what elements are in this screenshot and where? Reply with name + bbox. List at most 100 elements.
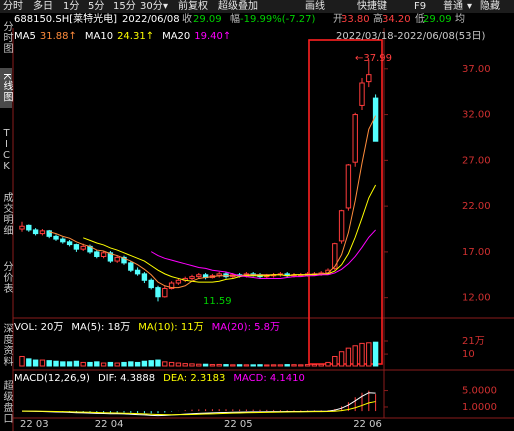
y-tick-label: 22.00 — [462, 201, 491, 212]
volume-bar — [250, 364, 256, 367]
toolbar-button[interactable]: 1分 — [63, 1, 80, 12]
toolbar-button[interactable]: 画线 — [305, 1, 325, 12]
quote-label: 幅 — [230, 14, 240, 25]
ma-line — [49, 115, 377, 289]
y-tick-label: 5.0000 — [462, 386, 497, 397]
volume-bar — [325, 361, 331, 367]
volume-bar — [162, 361, 168, 367]
volume-bar — [66, 361, 73, 367]
legend-name: MA10 — [85, 31, 113, 42]
volume-bar — [100, 362, 107, 367]
x-tick-label: 22 05 — [224, 419, 253, 430]
sidebar-tab[interactable]: TICK — [1, 128, 12, 172]
volume-bar — [298, 364, 304, 367]
volume-bar — [175, 362, 182, 367]
ma-line — [150, 229, 376, 279]
sidebar-tab[interactable]: 分价表 — [1, 260, 12, 294]
candle-body — [26, 224, 32, 231]
candle-body — [196, 274, 202, 278]
sidebar-tab[interactable]: K线图 — [0, 68, 12, 108]
legend-name: MA5 — [14, 31, 36, 42]
volume-bar — [236, 364, 243, 367]
volume-bar — [209, 364, 216, 367]
toolbar-button[interactable]: ▾ — [467, 1, 473, 12]
candle-body — [94, 251, 100, 257]
sidebar-tab[interactable]: 深度资料 — [1, 323, 12, 367]
macd-line — [21, 401, 376, 416]
volume-bar — [87, 361, 93, 367]
volume-bar — [202, 363, 209, 367]
volume-bar — [311, 363, 318, 367]
candle-body — [100, 252, 107, 257]
toolbar-button[interactable]: F9 — [414, 1, 427, 12]
toolbar-button[interactable]: 前复权 — [178, 1, 208, 12]
volume-bar — [216, 363, 222, 367]
volume-bar — [277, 364, 284, 367]
volume-bar — [46, 360, 52, 367]
toolbar-button[interactable]: 15分 — [113, 1, 136, 12]
candle-body — [162, 288, 168, 298]
candle-body — [46, 230, 52, 237]
volume-bar — [53, 360, 59, 367]
quote-label: 高 — [373, 14, 383, 25]
candle-body — [39, 230, 46, 235]
x-tick-label: 22 03 — [20, 419, 49, 430]
toolbar-button[interactable]: 普通 — [443, 1, 463, 12]
toolbar-button[interactable]: 隐藏 — [480, 1, 500, 12]
x-tick-label: 22 06 — [353, 419, 382, 430]
quote-value: 34.20 — [382, 14, 411, 25]
candle-body — [148, 279, 154, 289]
legend-text: MA(10): 11万 — [138, 322, 203, 333]
volume-bar — [338, 351, 345, 367]
quote-value: 29.09 — [423, 14, 452, 25]
candle-body — [121, 256, 127, 264]
volume-bar — [257, 364, 263, 367]
volume-bar — [121, 361, 127, 367]
stock-code: 688150.SH[莱特光电] — [14, 14, 118, 25]
ma-line — [83, 184, 377, 283]
toolbar-button[interactable]: 超级叠加 — [218, 1, 258, 12]
legend-text: DEA: 2.3183 — [163, 373, 225, 384]
volume-bar — [291, 364, 297, 367]
y-tick-label: 32.00 — [462, 110, 491, 121]
volume-bar — [26, 358, 32, 367]
candle-body — [141, 273, 148, 281]
toolbar-button[interactable]: 快捷键 — [357, 1, 387, 12]
sidebar-tab[interactable]: 分时图 — [1, 20, 12, 54]
legend-text: VOL: 20万 — [14, 322, 63, 333]
legend-value: 31.88↑ — [40, 31, 77, 42]
toolbar-button[interactable]: 多日 — [33, 1, 53, 12]
legend-text: MA(20): 5.8万 — [212, 322, 280, 333]
candle-body — [345, 164, 352, 209]
volume-bar — [196, 363, 202, 367]
toolbar-button[interactable]: ▾ — [163, 1, 169, 12]
volume-bar — [264, 364, 270, 367]
candle-body — [53, 235, 59, 240]
candle-body — [80, 245, 86, 250]
toolbar-button[interactable]: 5分 — [88, 1, 105, 12]
toolbar-button[interactable]: 30分 — [140, 1, 163, 12]
candle-body — [332, 243, 338, 269]
quote-label: 收 — [182, 14, 192, 25]
volume-bar — [39, 359, 46, 367]
sidebar-tab[interactable]: 超级盘口 — [1, 380, 12, 424]
candle-body — [73, 244, 80, 250]
y-tick-label: 1.0000 — [462, 402, 497, 413]
quote-date: 2022/06/08 — [122, 14, 180, 25]
quote-value: -19.99%(-7.27) — [240, 14, 316, 25]
volume-bar — [141, 360, 148, 367]
legend-text: MA(5): 18万 — [71, 322, 130, 333]
sidebar-tab[interactable]: 成交明细 — [1, 192, 12, 236]
legend-name: MA20 — [162, 31, 190, 42]
candle-body — [366, 74, 372, 83]
volume-bar — [366, 342, 372, 367]
y-tick-label: 27.00 — [462, 155, 491, 166]
volume-bar — [80, 361, 86, 367]
y-tick-label: 10 — [462, 349, 475, 360]
volume-bar — [73, 360, 80, 367]
toolbar-button[interactable]: 分时 — [3, 1, 23, 12]
y-tick-label: 37.00 — [462, 64, 491, 75]
volume-bar — [134, 361, 141, 367]
volume-bar — [148, 360, 154, 367]
